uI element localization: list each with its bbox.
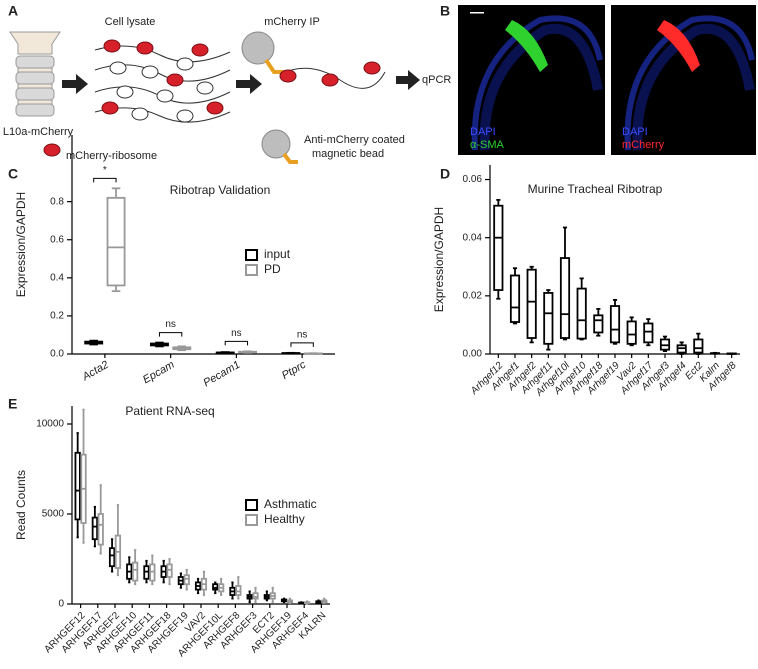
step-label: qPCR — [422, 74, 451, 86]
ip-complex — [241, 31, 386, 164]
panel-label: D — [440, 166, 450, 182]
step-label: Cell lysate — [105, 16, 156, 28]
legend-label: PD — [264, 262, 281, 276]
arrow — [236, 74, 262, 94]
significance-label: ns — [297, 329, 308, 340]
legend-label: Asthmatic — [264, 497, 317, 511]
box — [493, 204, 504, 291]
box — [143, 565, 150, 580]
micrograph: DAPI mCherry — [611, 5, 756, 155]
legend-swatch — [245, 499, 258, 511]
significance-bracket — [290, 342, 314, 347]
y-tick-label: 0.04 — [463, 232, 483, 243]
marker-label: α-SMA — [470, 139, 505, 151]
box — [526, 268, 537, 339]
panel-label: A — [8, 3, 18, 19]
y-tick-label: 10000 — [36, 419, 64, 430]
lysate — [94, 39, 231, 123]
bead-label: Anti-mCherry coated — [304, 134, 405, 146]
trachea-icon — [9, 31, 61, 117]
legend-label: input — [264, 247, 291, 261]
box — [643, 322, 654, 344]
y-tick-label: 0.0 — [50, 349, 64, 360]
x-tick-label: Ptprc — [280, 358, 309, 381]
chart-title: Patient RNA-seq — [125, 404, 214, 418]
ribosome-label: mCherry-ribosome — [66, 150, 157, 162]
ribosome-key — [43, 143, 61, 157]
box — [131, 561, 139, 582]
significance-label: * — [103, 165, 107, 176]
box — [509, 274, 521, 323]
legend-swatch — [245, 264, 258, 276]
y-tick-label: 0 — [58, 599, 64, 610]
box — [593, 314, 604, 334]
significance-label: ns — [165, 319, 176, 330]
panel-label: C — [8, 166, 18, 182]
y-axis-label: Expression/GAPDH — [14, 192, 28, 297]
y-tick-label: 0.8 — [50, 196, 64, 207]
workflow-diagram: Cell lysate mCherry IP qPCR L10a-mCherry… — [3, 16, 451, 164]
y-axis-label: Expression/GAPDH — [432, 207, 446, 312]
significance-label: ns — [231, 328, 242, 339]
stain-label: DAPI — [622, 126, 648, 138]
significance-bracket — [224, 340, 249, 346]
y-tick-label: 0.2 — [50, 311, 64, 322]
bead-label: magnetic bead — [312, 148, 384, 160]
box — [106, 196, 126, 287]
box — [559, 257, 571, 339]
box — [626, 320, 637, 345]
micrograph: DAPI α-SMA — [458, 5, 605, 155]
box — [74, 451, 81, 521]
box — [609, 305, 621, 344]
marker-label: mCherry — [622, 139, 665, 151]
x-tick-label: Acta2 — [80, 359, 111, 384]
source-label: L10a-mCherry — [3, 126, 74, 138]
x-tick-label: Pecam1 — [201, 359, 242, 390]
y-axis-label: Read Counts — [14, 470, 28, 540]
box — [91, 516, 99, 541]
chart-title: Murine Tracheal Ribotrap — [528, 182, 663, 196]
box — [166, 563, 173, 578]
panel-label: E — [8, 396, 17, 412]
y-tick-label: 0.00 — [463, 349, 483, 360]
legend-swatch — [245, 249, 258, 261]
panel-label: B — [440, 3, 450, 19]
box — [693, 338, 704, 354]
y-tick-label: 0.06 — [463, 174, 483, 185]
box — [543, 292, 554, 345]
arrow — [396, 70, 420, 90]
stain-label: DAPI — [470, 126, 496, 138]
arrow — [62, 74, 88, 94]
box — [576, 287, 587, 340]
x-tick-label: Epcam — [141, 359, 177, 387]
legend-swatch — [245, 514, 258, 526]
y-tick-label: 5000 — [42, 509, 65, 520]
box — [97, 513, 104, 546]
legend-label: Healthy — [264, 512, 305, 526]
box — [183, 574, 190, 586]
y-tick-label: 0.4 — [50, 272, 64, 283]
box — [149, 563, 156, 582]
significance-bracket — [158, 332, 183, 337]
box — [108, 547, 116, 568]
step-label: mCherry IP — [264, 16, 320, 28]
significance-bracket — [93, 177, 117, 183]
y-tick-label: 0.6 — [50, 234, 64, 245]
y-tick-label: 0.02 — [463, 290, 483, 301]
chart-title: Ribotrap Validation — [170, 183, 271, 197]
